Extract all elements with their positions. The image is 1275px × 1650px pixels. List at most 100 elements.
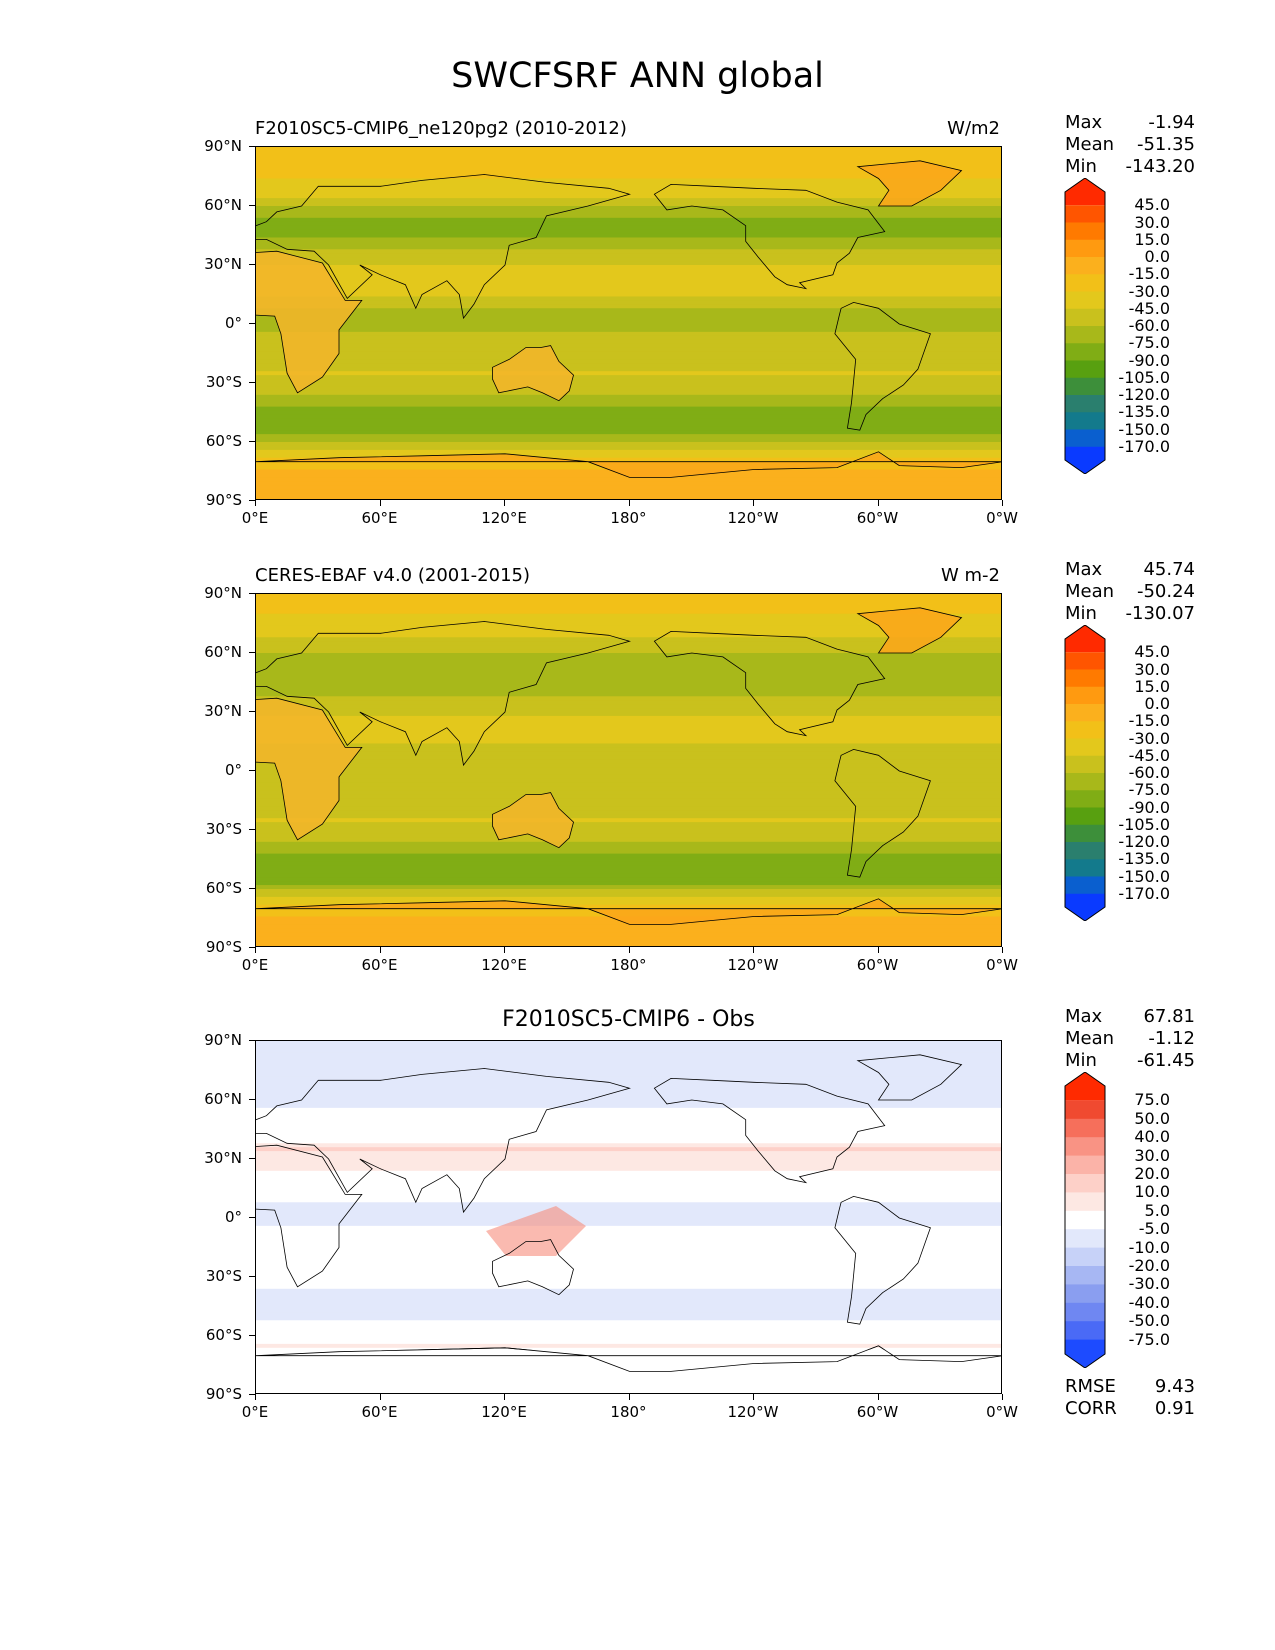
colorbar-label: -105.0 (1118, 814, 1170, 834)
heatmap-band (256, 1060, 1001, 1066)
colorbar-label: -90.0 (1128, 797, 1170, 817)
heatmap-band (256, 394, 1001, 400)
map-frame (255, 146, 1002, 500)
heatmap-band (256, 1265, 1001, 1270)
heatmap-band (256, 1080, 1001, 1085)
heatmap-band (256, 304, 1001, 309)
y-tick-label: 90°N (204, 584, 242, 602)
heatmap-band (256, 1257, 1001, 1262)
x-tick-label: 180° (610, 956, 647, 974)
stat-row: RMSE 9.43 (1065, 1376, 1195, 1398)
y-tick-mark (249, 382, 255, 384)
heatmap-band (256, 633, 1001, 638)
x-tick-mark (628, 947, 630, 953)
heatmap-band (256, 845, 1001, 851)
heatmap-band (256, 339, 1001, 345)
heatmap-band (256, 457, 1001, 463)
heatmap-band (256, 617, 1001, 623)
heatmap-band (256, 660, 1001, 666)
heatmap-band (256, 774, 1001, 780)
heatmap-band (256, 233, 1001, 239)
heatmap-band (256, 1190, 1001, 1195)
colorbar-swatch (1065, 343, 1105, 361)
heatmap-map (256, 594, 1001, 946)
colorbar-label: 30.0 (1134, 212, 1170, 232)
colorbar-swatch (1065, 395, 1105, 413)
colorbar-label: 30.0 (1134, 1145, 1170, 1165)
heatmap-band (256, 245, 1001, 250)
heatmap-band (256, 375, 1001, 380)
heatmap-band (256, 1151, 1001, 1156)
colorbar-swatch (1065, 1302, 1105, 1322)
figure-title: SWCFSRF ANN global (451, 56, 824, 96)
heatmap-band (256, 1304, 1001, 1310)
heatmap-band (256, 1332, 1001, 1337)
heatmap-band (256, 932, 1001, 937)
heatmap-band (256, 1277, 1001, 1282)
heatmap-band (256, 672, 1001, 678)
stat-value: 9.43 (1154, 1376, 1195, 1397)
x-tick-label: 120°E (481, 1403, 527, 1421)
colorbar-label: 20.0 (1134, 1164, 1170, 1183)
heatmap-band (256, 656, 1001, 662)
heatmap-band (256, 1186, 1001, 1192)
heatmap-band (256, 810, 1001, 815)
heatmap-band (256, 778, 1001, 784)
panel-units: W m-2 (940, 565, 1000, 586)
y-tick-mark (249, 888, 255, 890)
colorbar-label: -105.0 (1118, 367, 1170, 387)
heatmap-band (256, 1320, 1001, 1325)
colorbar-swatch (1065, 755, 1105, 774)
colorbar-swatch (1065, 257, 1105, 275)
x-tick-label: 180° (610, 1403, 647, 1421)
y-tick-mark (249, 652, 255, 654)
heatmap-band (256, 402, 1001, 408)
heatmap-band (256, 747, 1001, 752)
coastline-samerica (834, 748, 931, 878)
heatmap-band (256, 1296, 1001, 1302)
colorbar-swatch (1065, 274, 1105, 292)
colorbar-label: -45.0 (1128, 745, 1170, 765)
heatmap-band (256, 1107, 1001, 1113)
colorbar-label: 45.0 (1134, 195, 1170, 215)
heatmap-band (256, 609, 1001, 615)
heatmap-band (256, 1084, 1001, 1089)
stat-row: Mean -50.24 (1065, 581, 1195, 603)
coastline-africa (256, 697, 363, 841)
coastline-australia (492, 345, 574, 402)
colorbar-label: -120.0 (1118, 832, 1170, 851)
colorbar-swatch (1065, 893, 1105, 921)
heatmap-band (256, 1048, 1001, 1054)
heatmap-band (256, 261, 1001, 266)
colorbar-label: -5.0 (1138, 1219, 1170, 1239)
heatmap-band (256, 861, 1001, 866)
stat-label: RMSE (1065, 1376, 1116, 1397)
heatmap-band (256, 1241, 1001, 1247)
heatmap-band (256, 597, 1001, 603)
heatmap-band (256, 1092, 1001, 1097)
heatmap-band (256, 944, 1001, 946)
stat-value: 45.74 (1143, 559, 1195, 580)
y-tick-label: 90°N (204, 137, 242, 155)
heatmap-band (256, 426, 1001, 431)
colorbar-swatch (1065, 773, 1105, 791)
land-africa (256, 698, 362, 840)
colorbar-label: 0.0 (1144, 694, 1170, 713)
heatmap-band (256, 653, 1001, 658)
heatmap-band (256, 830, 1001, 835)
colorbar-swatch (1065, 807, 1105, 826)
colorbar-swatch (1065, 625, 1105, 653)
heatmap-band (256, 390, 1001, 396)
heatmap-band (256, 320, 1001, 325)
heatmap-band (256, 1288, 1001, 1294)
colorbar-swatch (1065, 686, 1105, 705)
colorbar-label: -30.0 (1128, 281, 1170, 301)
heatmap-band (256, 202, 1001, 207)
heatmap-band (256, 833, 1001, 839)
colorbar-label: 75.0 (1134, 1090, 1170, 1110)
heatmap-band (256, 1324, 1001, 1329)
colorbar-label: -60.0 (1128, 316, 1170, 335)
colorbar-swatch (1065, 178, 1105, 206)
heatmap-band (256, 316, 1001, 321)
heatmap-band (256, 430, 1001, 435)
